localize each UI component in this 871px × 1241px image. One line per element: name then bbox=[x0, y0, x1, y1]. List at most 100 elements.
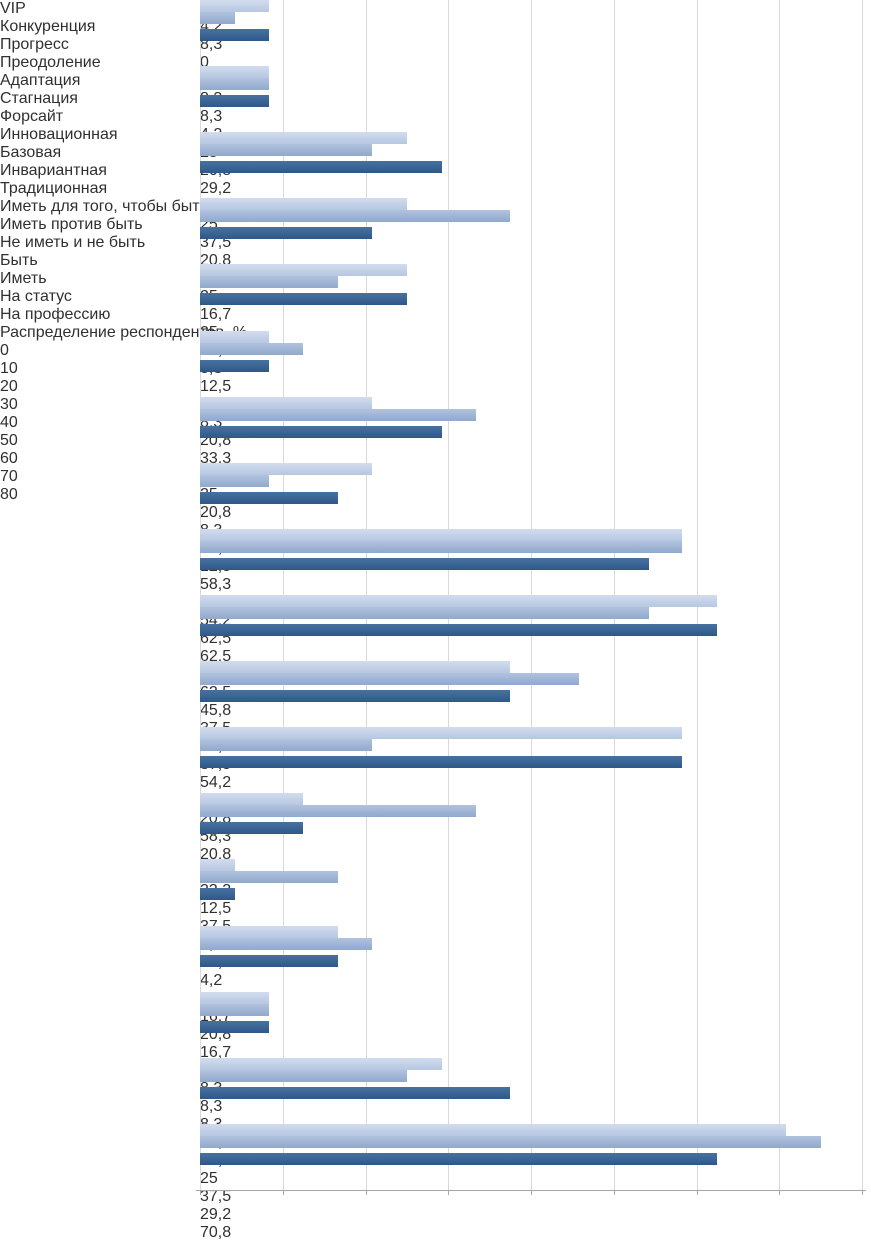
tick-mark bbox=[613, 1190, 615, 1195]
bar bbox=[200, 161, 442, 174]
bar bbox=[200, 822, 304, 835]
bar bbox=[200, 702, 649, 714]
bar bbox=[200, 690, 511, 703]
x-tick-label: 30 bbox=[0, 396, 18, 413]
bar bbox=[200, 474, 269, 487]
bar bbox=[200, 359, 269, 372]
category-label: Адаптация bbox=[0, 72, 81, 89]
bar bbox=[200, 1152, 718, 1165]
category-label: Иметь для того, чтобы быть bbox=[0, 198, 208, 215]
bar bbox=[200, 330, 269, 343]
category-label: Инвариантная bbox=[0, 162, 107, 179]
bar bbox=[200, 107, 235, 119]
bar bbox=[200, 264, 407, 277]
bar bbox=[200, 888, 235, 901]
category-label: Стагнация bbox=[0, 90, 78, 107]
x-tick-label: 10 bbox=[0, 360, 18, 377]
bar bbox=[200, 29, 269, 41]
bar bbox=[200, 1099, 442, 1111]
value-label: 29,2 bbox=[200, 1206, 232, 1223]
bar bbox=[200, 1033, 338, 1045]
category-label: Иметь против быть bbox=[0, 216, 143, 233]
x-tick-label: 60 bbox=[0, 450, 18, 467]
bar bbox=[200, 210, 511, 223]
x-tick-label: 0 bbox=[0, 342, 9, 359]
bar bbox=[200, 132, 407, 145]
gridline bbox=[862, 0, 863, 1190]
x-tick-label: 20 bbox=[0, 378, 18, 395]
tick-mark bbox=[448, 1190, 450, 1195]
bar bbox=[200, 1123, 786, 1136]
category-label: На статус bbox=[0, 288, 72, 305]
bar bbox=[200, 871, 339, 884]
category-label: Форсайт bbox=[0, 108, 64, 125]
bar bbox=[200, 636, 579, 648]
bar bbox=[200, 372, 269, 384]
bar bbox=[200, 144, 373, 157]
bar bbox=[200, 504, 303, 516]
value-label: 58,3 bbox=[200, 576, 232, 593]
category-label: Иметь bbox=[0, 270, 47, 287]
bar bbox=[200, 1003, 269, 1016]
bar bbox=[200, 834, 510, 846]
bar bbox=[200, 305, 338, 317]
value-label: 16,7 bbox=[200, 1044, 232, 1061]
value-label: 25 bbox=[200, 1170, 218, 1187]
value-label: 45,8 bbox=[200, 702, 232, 719]
category-label: На профессию bbox=[0, 306, 111, 323]
bar bbox=[200, 624, 718, 636]
tick-mark bbox=[531, 1190, 532, 1195]
value-label: 70,8 bbox=[200, 1224, 232, 1241]
bar bbox=[200, 1069, 407, 1082]
category-label: Конкуренция bbox=[0, 18, 96, 35]
x-axis-title: Распределение респондентов, % bbox=[0, 324, 248, 341]
bar bbox=[200, 937, 373, 950]
bar bbox=[200, 293, 407, 306]
tick-mark bbox=[862, 1190, 863, 1195]
value-label: 8,3 bbox=[200, 108, 223, 125]
tick-mark bbox=[696, 1190, 698, 1195]
bar bbox=[200, 342, 304, 355]
bar bbox=[200, 673, 579, 686]
value-label: 54,2 bbox=[200, 774, 232, 791]
bar bbox=[200, 396, 373, 409]
bar bbox=[200, 991, 269, 1004]
bar bbox=[200, 925, 339, 938]
bar bbox=[200, 954, 339, 967]
category-label: Не иметь и не быть bbox=[0, 234, 146, 251]
value-label: 62,5 bbox=[200, 648, 232, 665]
category-label: Инновационная bbox=[0, 126, 118, 143]
bar bbox=[200, 438, 407, 450]
x-tick-label: 40 bbox=[0, 414, 18, 431]
value-label: 33,3 bbox=[200, 450, 232, 467]
category-label: Преодоление bbox=[0, 54, 101, 71]
tick-mark bbox=[282, 1190, 284, 1195]
category-label: Прогресс bbox=[0, 36, 69, 53]
bar bbox=[200, 425, 442, 438]
bar bbox=[200, 66, 269, 79]
bar bbox=[200, 793, 304, 806]
bar bbox=[200, 727, 683, 740]
tick-mark bbox=[365, 1190, 367, 1195]
bar bbox=[200, 1057, 442, 1070]
bar bbox=[200, 768, 372, 780]
bar bbox=[200, 462, 373, 475]
bar bbox=[200, 1165, 786, 1177]
bar bbox=[200, 967, 338, 979]
value-label: 37,5 bbox=[200, 1188, 232, 1205]
bar bbox=[200, 12, 235, 24]
value-label: 12,5 bbox=[200, 900, 232, 917]
bar bbox=[200, 900, 269, 912]
bar bbox=[200, 607, 649, 619]
bar bbox=[200, 756, 683, 769]
bar bbox=[200, 570, 717, 582]
bar bbox=[200, 859, 235, 872]
bar bbox=[200, 557, 649, 570]
value-label: 12,5 bbox=[200, 378, 232, 395]
bar bbox=[200, 491, 339, 504]
bar bbox=[200, 1086, 511, 1099]
bar bbox=[200, 239, 545, 251]
category-label: VIP bbox=[0, 0, 26, 17]
bar bbox=[200, 1020, 269, 1033]
bar bbox=[200, 661, 511, 674]
